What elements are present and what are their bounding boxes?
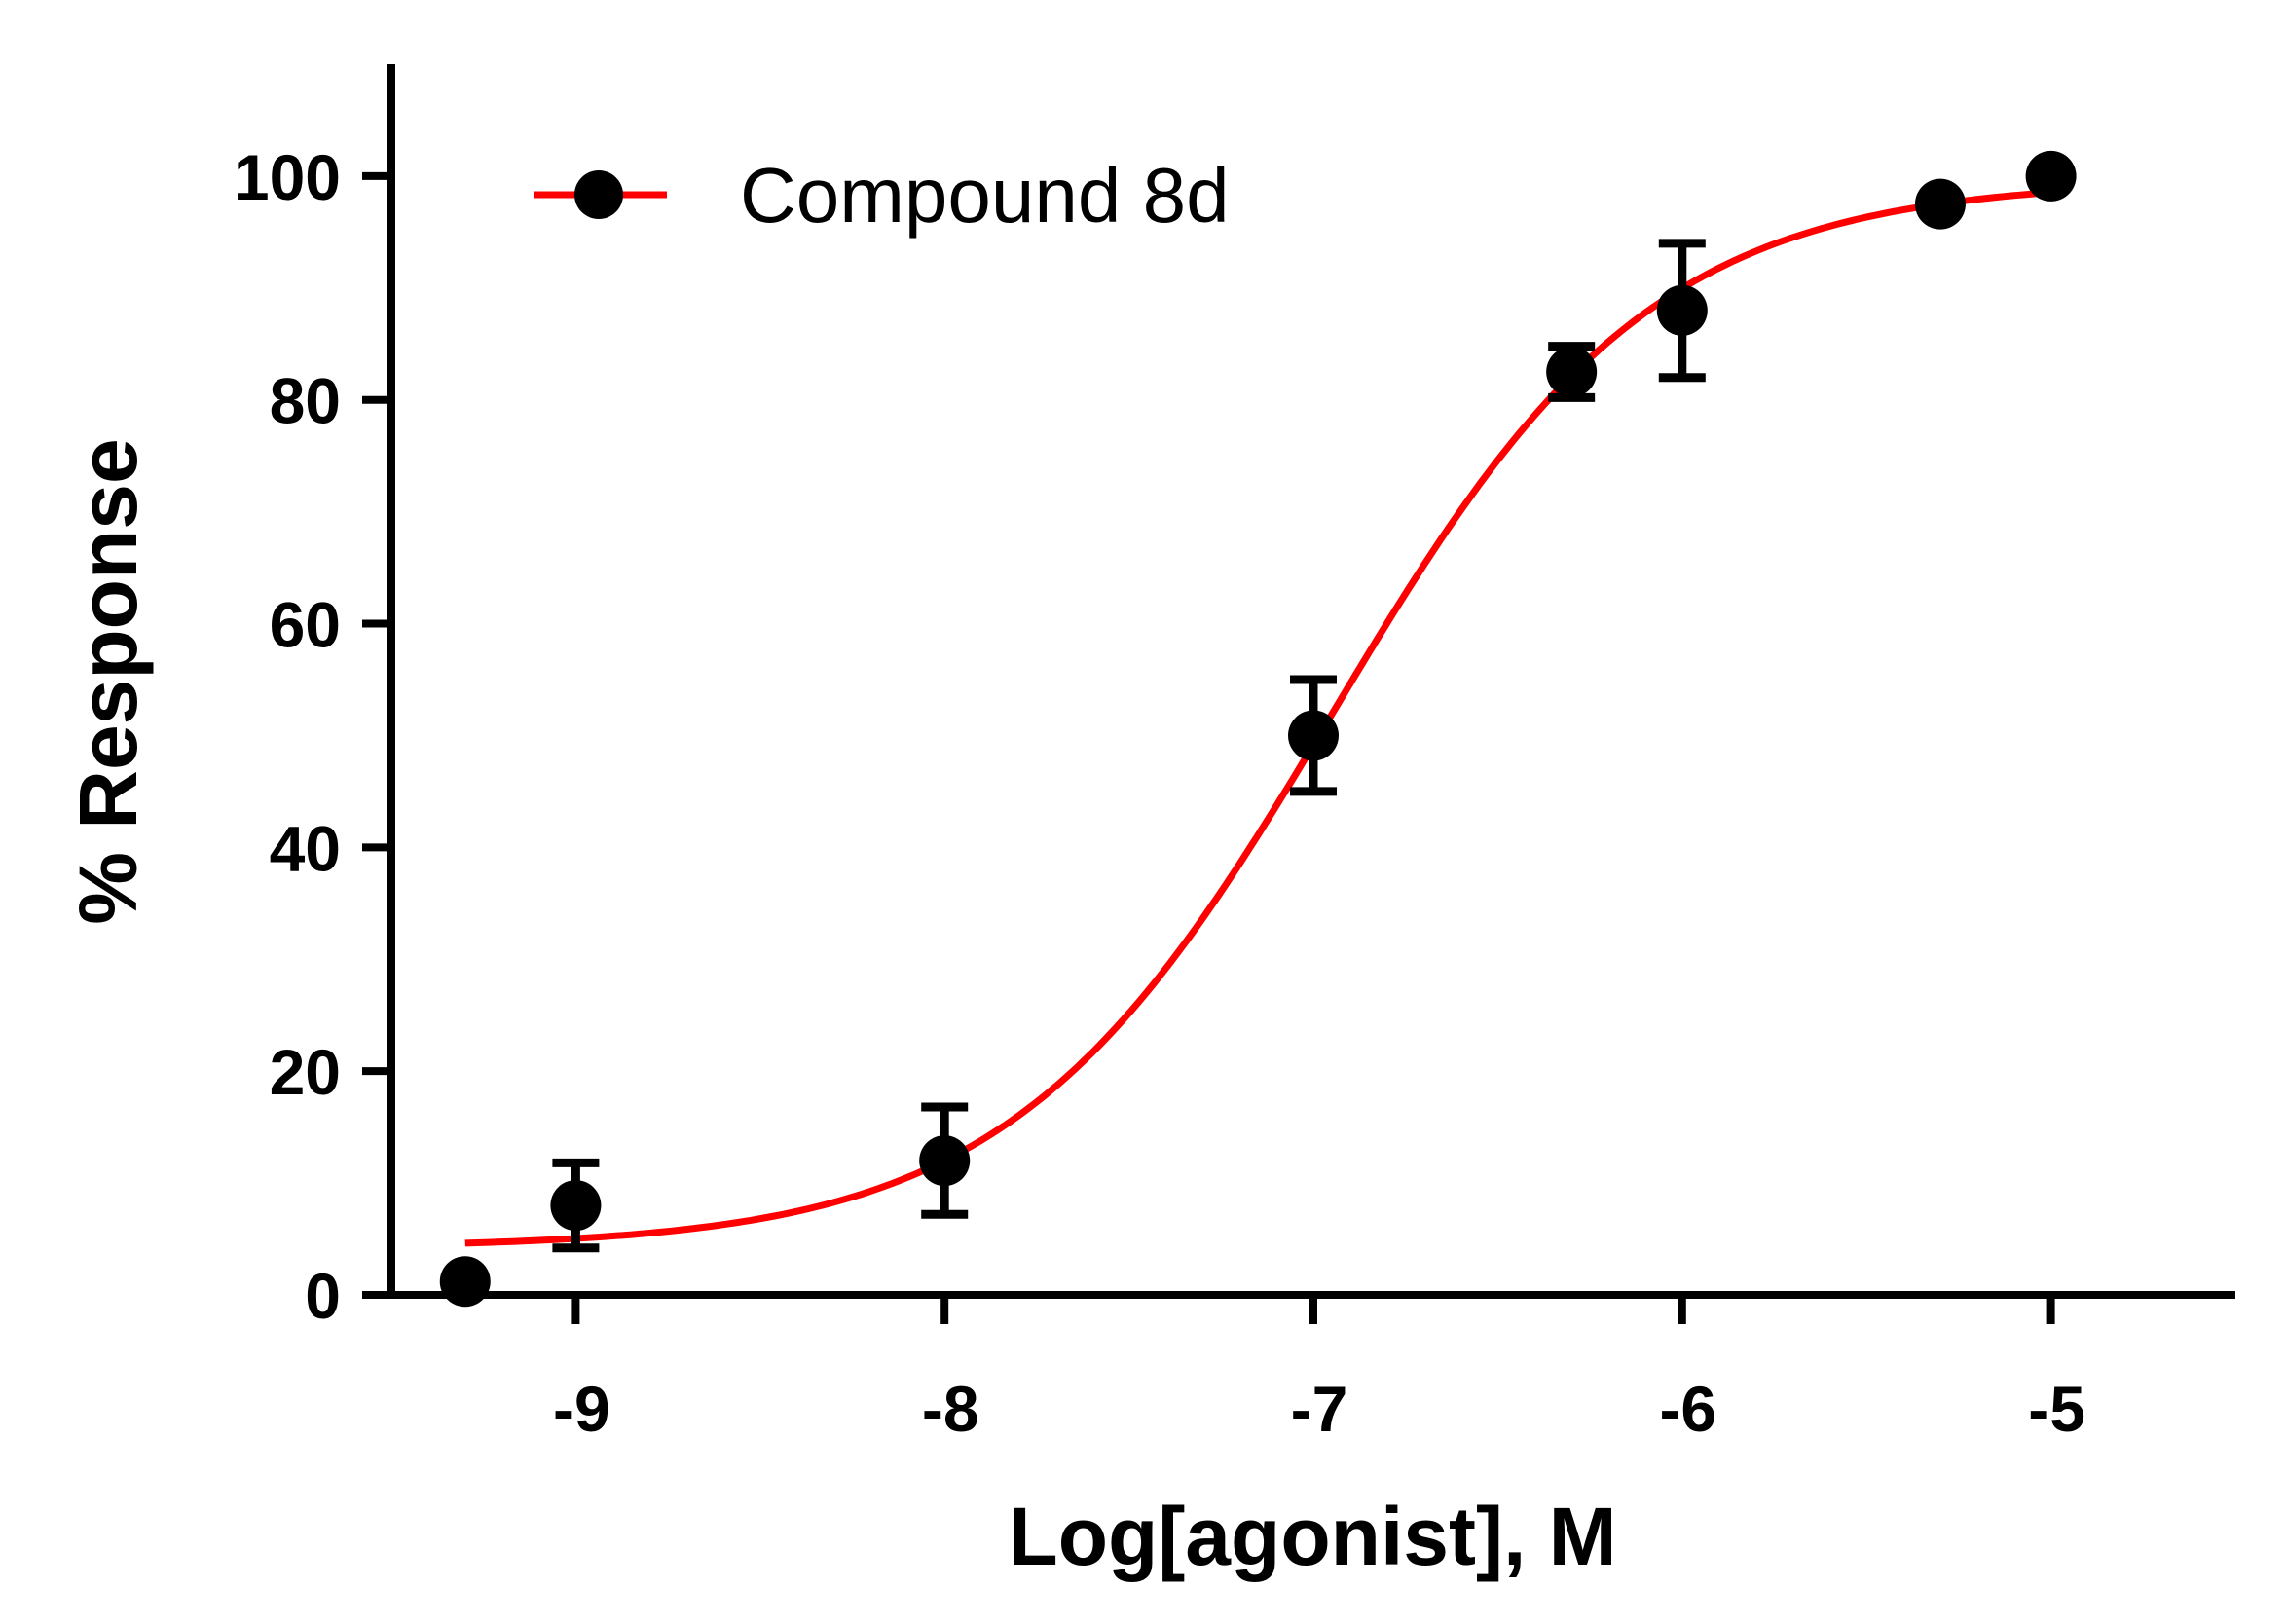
x-tick-label: -7 — [1291, 1373, 1348, 1445]
y-tick-label: 40 — [270, 812, 341, 884]
data-point — [919, 1135, 971, 1187]
x-tick-label: -6 — [1659, 1373, 1716, 1445]
x-tick-label: -9 — [553, 1373, 610, 1445]
y-axis-title: % Response — [62, 438, 154, 925]
fit-curve-layer — [464, 189, 2051, 1247]
y-tick-label: 80 — [270, 365, 341, 437]
x-tick-label: -8 — [922, 1373, 979, 1445]
data-points-layer — [439, 150, 2077, 1308]
y-tick-label: 60 — [270, 589, 341, 661]
y-tick-label: 20 — [270, 1036, 341, 1108]
data-point — [1914, 178, 1966, 230]
data-point — [2025, 150, 2077, 202]
x-tick-label: -5 — [2028, 1373, 2085, 1445]
data-point — [1656, 284, 1708, 336]
legend-marker-swatch — [574, 170, 623, 219]
data-point — [1546, 347, 1598, 397]
x-axis-title: Log[agonist], M — [1008, 1491, 1616, 1582]
data-point — [1288, 710, 1339, 761]
fit-curve — [464, 189, 2051, 1247]
y-axis-ticks: 0 20 40 60 80 100 — [234, 141, 391, 1332]
y-tick-label: 0 — [305, 1260, 341, 1332]
legend: Compound 8d — [534, 152, 1230, 239]
data-point — [550, 1180, 602, 1232]
y-tick-label: 100 — [234, 141, 341, 213]
x-axis-ticks: -9 -8 -7 -6 -5 — [553, 1295, 2085, 1445]
data-point — [439, 1256, 491, 1308]
legend-label: Compound 8d — [740, 152, 1230, 239]
